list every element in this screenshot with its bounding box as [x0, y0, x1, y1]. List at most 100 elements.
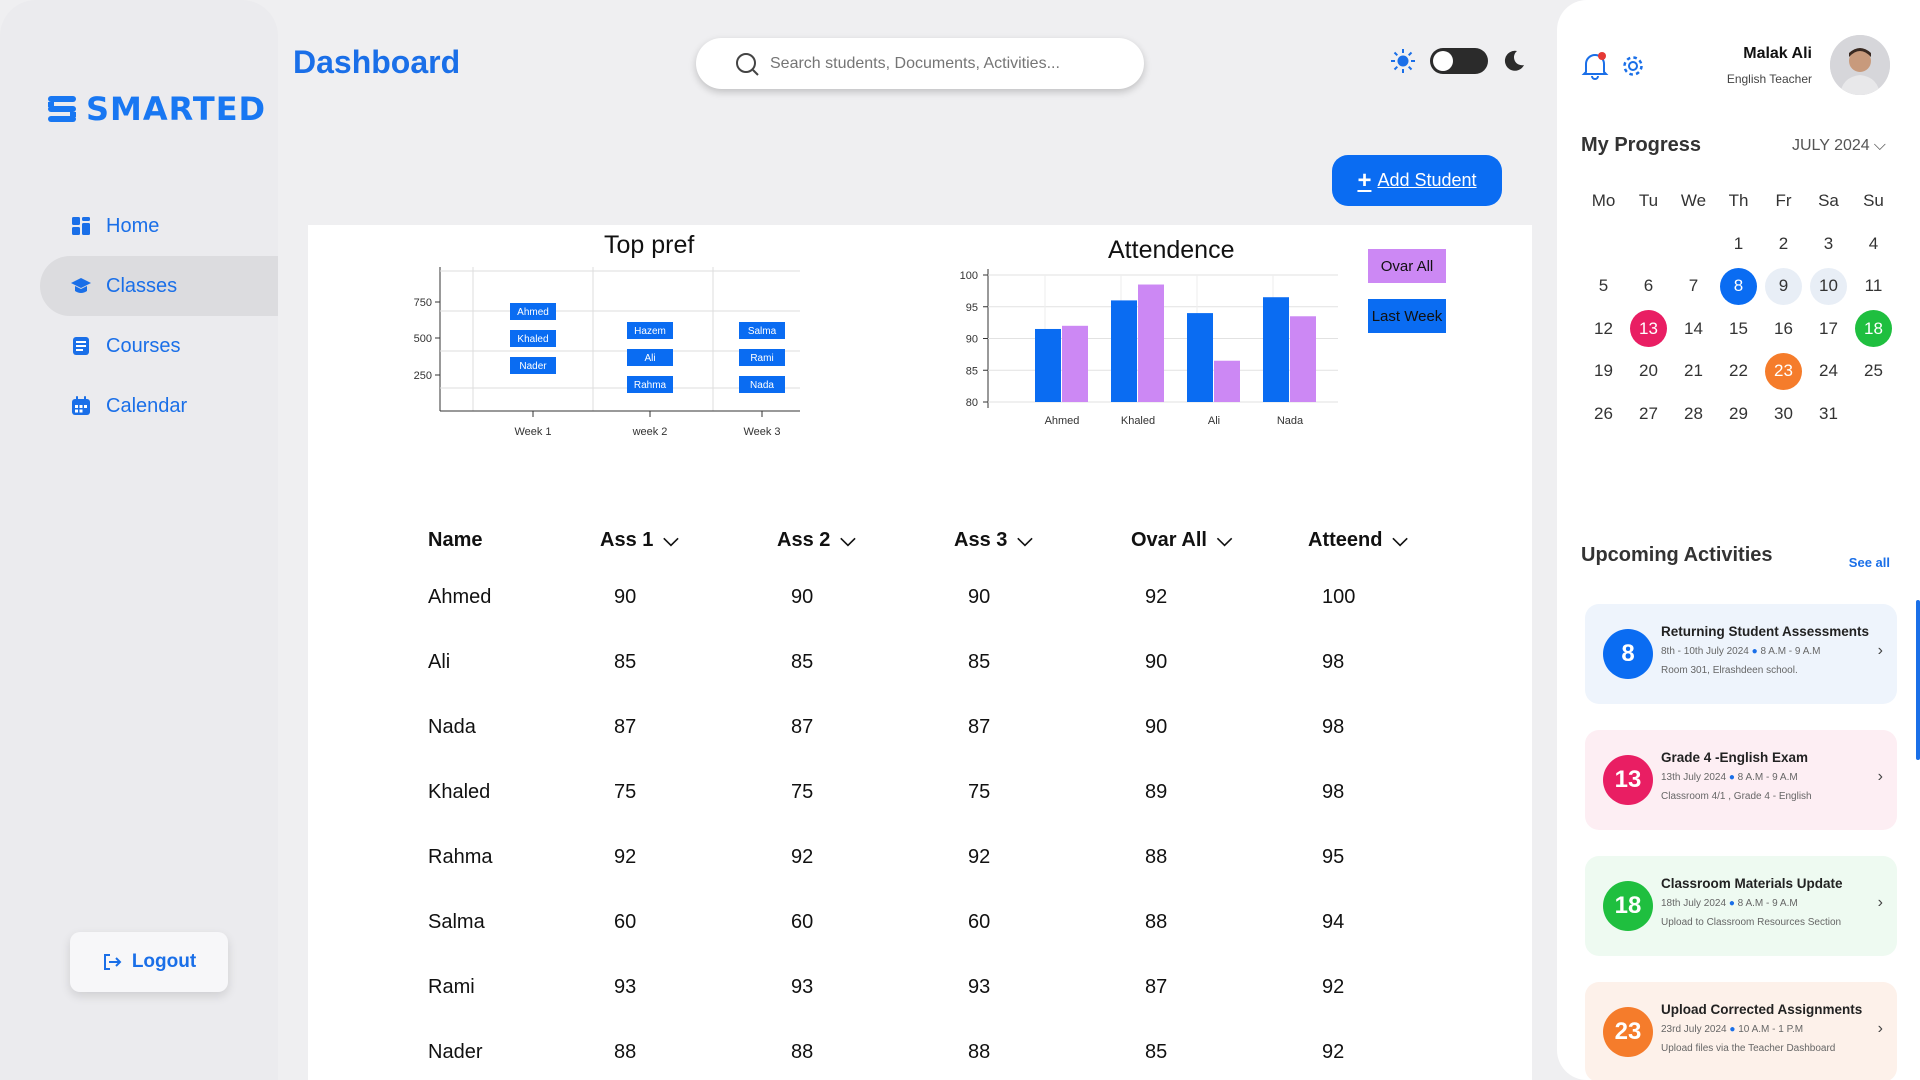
calendar-day[interactable]: 27 — [1626, 395, 1671, 432]
calendar-day-number: 6 — [1643, 276, 1654, 296]
calendar-day[interactable]: 11 — [1851, 268, 1896, 305]
search-bar[interactable] — [696, 38, 1144, 89]
table-row[interactable]: Nader 88 88 88 85 92 — [428, 1020, 1485, 1080]
table-row[interactable]: Ali 85 85 85 90 98 — [428, 630, 1485, 695]
see-all-link[interactable]: See all — [1848, 555, 1890, 570]
calendar-day[interactable]: 31 — [1806, 395, 1851, 432]
chevron-right-icon[interactable]: › — [1877, 768, 1883, 785]
calendar-day[interactable]: 20 — [1626, 353, 1671, 390]
calendar-day[interactable]: 25 — [1851, 353, 1896, 390]
calendar-day[interactable]: 29 — [1716, 395, 1761, 432]
col-header-ass3[interactable]: Ass 3 ⌵ — [954, 528, 1033, 551]
activity-card[interactable]: 18 Classroom Materials Update 18th July 20… — [1585, 856, 1897, 956]
calendar-day[interactable]: 4 — [1851, 225, 1896, 262]
calendar-day[interactable]: 8 — [1716, 267, 1761, 305]
avatar[interactable] — [1830, 35, 1890, 95]
calendar-day[interactable]: 17 — [1806, 310, 1851, 347]
score-cell: 89 — [1145, 781, 1168, 803]
bar-ali-last-week — [1214, 360, 1240, 402]
calendar-day[interactable]: 18 — [1851, 310, 1896, 348]
search-input[interactable] — [770, 54, 1110, 73]
calendar-day[interactable]: 3 — [1806, 225, 1851, 262]
calendar-day-number: 25 — [1864, 361, 1883, 381]
logout-button[interactable]: Logout — [70, 932, 228, 992]
sun-icon[interactable] — [1390, 48, 1416, 74]
calendar-day[interactable]: 21 — [1671, 353, 1716, 390]
calendar-day[interactable]: 14 — [1671, 310, 1716, 347]
calendar-day[interactable]: 19 — [1581, 353, 1626, 390]
calendar-day[interactable]: 12 — [1581, 310, 1626, 347]
name-tag — [739, 322, 785, 339]
weekday-label: Su — [1863, 191, 1884, 211]
bar-nada-ovar-all — [1263, 297, 1289, 402]
right-panel: Malak Ali English Teacher My Progress JU… — [1557, 0, 1920, 1080]
table-row[interactable]: Khaled 75 75 75 89 98 — [428, 760, 1485, 825]
chevron-right-icon[interactable]: › — [1877, 894, 1883, 911]
sidebar-item-home[interactable]: Home — [40, 196, 278, 256]
bell-icon[interactable] — [1581, 50, 1609, 80]
chevron-right-icon[interactable]: › — [1877, 1020, 1883, 1037]
calendar-day-number: 1 — [1733, 233, 1744, 253]
table-row[interactable]: Ahmed 90 90 90 92 100 — [428, 565, 1485, 630]
col-header-name[interactable]: Name — [428, 528, 483, 551]
calendar-day[interactable]: 28 — [1671, 395, 1716, 432]
calendar-day[interactable]: 10 — [1806, 267, 1851, 305]
sidebar-item-calendar[interactable]: Calendar — [40, 376, 278, 436]
score-cell: 95 — [1322, 846, 1345, 868]
chevron-right-icon[interactable]: › — [1877, 642, 1883, 659]
col-header-ovar-all[interactable]: Ovar All ⌵ — [1131, 528, 1233, 551]
table-row[interactable]: Rami 93 93 93 87 92 — [428, 955, 1485, 1020]
grid-icon — [70, 215, 92, 237]
score-cell: 88 — [791, 1041, 814, 1063]
logo-mark-icon — [48, 96, 76, 122]
calendar-day[interactable]: 24 — [1806, 353, 1851, 390]
calendar-day[interactable]: 6 — [1626, 268, 1671, 305]
bar-ali-ovar-all — [1187, 313, 1213, 402]
calendar-day[interactable]: 9 — [1761, 267, 1806, 305]
weekday-label: Fr — [1775, 191, 1792, 211]
month-selector[interactable]: JULY 2024 ⌵ — [1792, 137, 1886, 154]
chevron-down-icon: ⌵ — [1017, 528, 1033, 551]
moon-icon[interactable] — [1502, 49, 1526, 73]
calendar-week: 19 20 21 22 23 24 25 — [1581, 350, 1896, 393]
calendar-day-number: 14 — [1684, 318, 1703, 338]
calendar-day[interactable]: 23 — [1761, 352, 1806, 390]
col-header-ass1[interactable]: Ass 1 ⌵ — [600, 528, 679, 551]
calendar-day[interactable]: 30 — [1761, 395, 1806, 432]
sidebar-item-courses[interactable]: Courses — [40, 316, 278, 376]
calendar-day[interactable]: 2 — [1761, 225, 1806, 262]
calendar-day[interactable]: 22 — [1716, 353, 1761, 390]
calendar-day[interactable]: 16 — [1761, 310, 1806, 347]
score-cell: 92 — [1322, 1041, 1345, 1063]
table-row[interactable]: Rahma 92 92 92 88 95 — [428, 825, 1485, 890]
calendar-day — [1626, 225, 1671, 262]
progress-title: My Progress — [1581, 134, 1702, 156]
add-student-button[interactable]: + Add Student — [1332, 155, 1502, 206]
calendar-day[interactable]: 7 — [1671, 268, 1716, 305]
bar-khaled-last-week — [1138, 284, 1164, 402]
activity-card[interactable]: 13 Grade 4 -English Exam 13th July 2024 ● … — [1585, 730, 1897, 830]
table-row[interactable]: Salma 60 60 60 88 94 — [428, 890, 1485, 955]
calendar-day[interactable]: 1 — [1716, 225, 1761, 262]
scrollbar[interactable] — [1916, 600, 1920, 760]
calendar-day-number: 5 — [1598, 276, 1609, 296]
activity-card[interactable]: 8 Returning Student Assessments 8th - 10th… — [1585, 604, 1897, 704]
score-cell: 100 — [1322, 586, 1356, 608]
calendar-day[interactable]: 26 — [1581, 395, 1626, 432]
theme-toggle[interactable] — [1430, 48, 1488, 74]
col-header-atteend[interactable]: Atteend ⌵ — [1308, 528, 1408, 551]
calendar-day[interactable]: 15 — [1716, 310, 1761, 347]
col-header-ass2[interactable]: Ass 2 ⌵ — [777, 528, 856, 551]
activity-card[interactable]: 23 Upload Corrected Assignments 23rd July … — [1585, 982, 1897, 1080]
calendar-week: 5 6 7 8 9 10 11 — [1581, 265, 1896, 308]
calendar-day[interactable]: 13 — [1626, 310, 1671, 348]
score-cell: 60 — [968, 911, 991, 933]
sidebar-item-classes[interactable]: Classes — [40, 256, 278, 316]
score-cell: 98 — [1322, 716, 1345, 738]
table-row[interactable]: Nada 87 87 87 90 98 — [428, 695, 1485, 760]
calendar-day[interactable]: 5 — [1581, 268, 1626, 305]
gear-icon[interactable] — [1621, 54, 1645, 78]
calendar-day-number: 24 — [1819, 361, 1838, 381]
score-cell: 85 — [1145, 1041, 1168, 1063]
calendar-day-number: 12 — [1594, 318, 1613, 338]
